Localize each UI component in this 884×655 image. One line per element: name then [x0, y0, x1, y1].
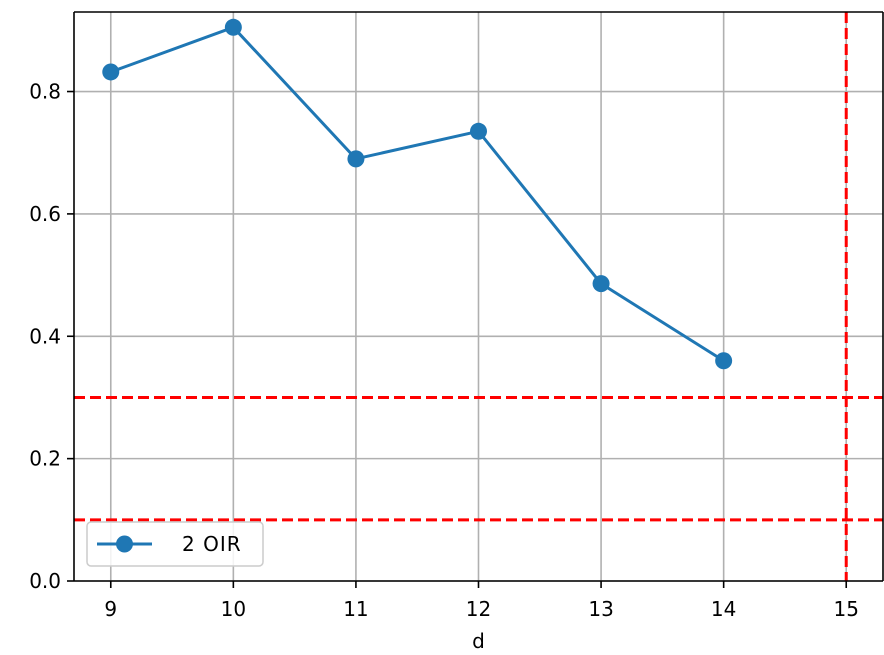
x-tick-label: 12 [466, 597, 491, 621]
data-point [224, 18, 242, 36]
series-line [110, 25, 725, 363]
data-point [470, 122, 487, 140]
x-tick-label: 10 [221, 597, 246, 621]
legend-box [86, 521, 264, 567]
legend-marker [116, 535, 133, 553]
data-point [592, 275, 610, 293]
legend: 2 OIR [86, 521, 264, 567]
x-tick-label: 11 [343, 597, 368, 621]
x-tick-label: 13 [588, 597, 613, 621]
y-tick-label: 0.8 [29, 80, 61, 104]
data-point [715, 352, 733, 370]
grid-layer [74, 12, 883, 582]
x-tick-label: 15 [834, 597, 859, 621]
y-tick-label: 0.6 [29, 202, 61, 226]
y-tick-label: 0.2 [29, 447, 61, 471]
legend-label: 2 OIR [182, 532, 242, 556]
x-tick-label: 9 [104, 597, 117, 621]
data-point [102, 63, 120, 81]
x-axis-label: d [472, 629, 485, 653]
y-tick-label: 0.0 [29, 569, 61, 593]
x-tick-label: 14 [711, 597, 736, 621]
tick-labels: 9 10 11 12 13 14 15 0.0 0.2 0.4 0.6 0.8 [29, 80, 859, 621]
y-tick-label: 0.4 [29, 324, 61, 348]
series-layer [102, 18, 733, 370]
reference-lines [74, 12, 883, 581]
data-point [347, 150, 365, 168]
